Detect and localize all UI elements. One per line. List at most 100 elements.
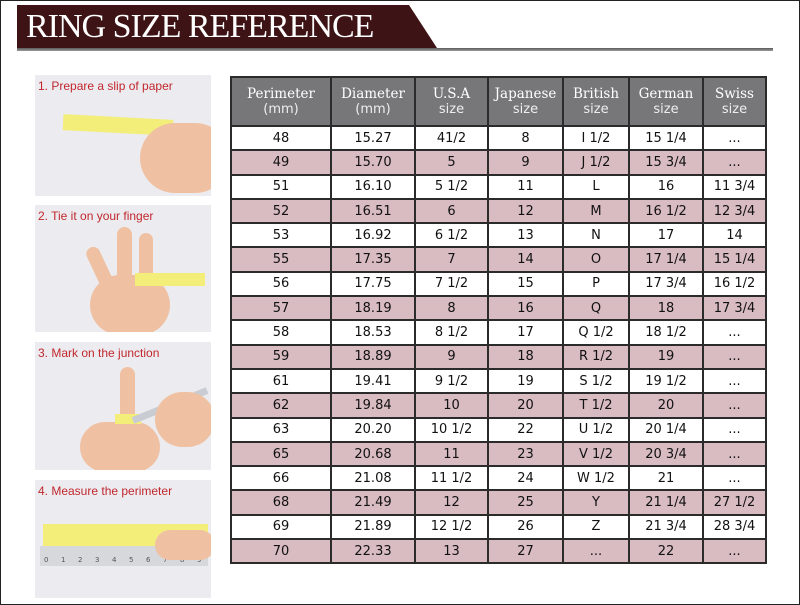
table-row: 56 17.75 7 1/2 15 P 17 3/4 16 1/2 bbox=[230, 270, 767, 298]
table-cell: 18.53 bbox=[330, 319, 416, 346]
table-cell: 27 bbox=[487, 538, 564, 565]
step-label: 3. Mark on the junction bbox=[38, 346, 160, 360]
table-cell: 18.89 bbox=[330, 343, 416, 370]
table-cell: 16.51 bbox=[330, 197, 416, 225]
table-cell: 9 1/2 bbox=[414, 367, 489, 395]
table-cell: 27 1/2 bbox=[702, 489, 767, 516]
ruler-tick-label: 5 bbox=[129, 556, 134, 564]
table-row: 51 16.10 5 1/2 11 L 16 11 3/4 bbox=[230, 173, 767, 200]
table-cell: 70 bbox=[230, 538, 332, 565]
table-cell: 69 bbox=[230, 513, 332, 541]
paper-ring-illustration bbox=[115, 414, 141, 424]
table-cell: 66 bbox=[230, 465, 332, 492]
finger-illustration bbox=[117, 227, 132, 287]
table-cell: T 1/2 bbox=[562, 392, 630, 419]
table-cell: 18.19 bbox=[330, 295, 416, 322]
step-label: 2. Tie it on your finger bbox=[38, 209, 154, 223]
table-cell: W 1/2 bbox=[562, 465, 630, 492]
finger-illustration bbox=[155, 530, 211, 560]
table-cell: 20 3/4 bbox=[628, 440, 704, 468]
table-cell: 21.49 bbox=[330, 489, 416, 516]
table-cell: N bbox=[562, 222, 630, 249]
table-cell: 63 bbox=[230, 416, 332, 443]
table-cell: M bbox=[562, 197, 630, 225]
table-cell: ... bbox=[702, 124, 767, 152]
ruler-tick-label: 9 bbox=[197, 556, 202, 564]
table-cell: ... bbox=[562, 538, 630, 565]
table-cell: 13 bbox=[487, 222, 564, 249]
table-cell: L bbox=[562, 173, 630, 200]
table-cell: 58 bbox=[230, 319, 332, 346]
table-cell: 17.75 bbox=[330, 270, 416, 298]
table-cell: 12 3/4 bbox=[702, 197, 767, 225]
table-cell: 6 bbox=[414, 197, 489, 225]
ruler-tick-label: 3 bbox=[95, 556, 100, 564]
ruler-tick-label: 7 bbox=[163, 556, 168, 564]
table-cell: 18 bbox=[487, 343, 564, 370]
column-header: British size bbox=[562, 76, 630, 127]
table-cell: 12 bbox=[487, 197, 564, 225]
column-header: Perimeter (mm) bbox=[230, 76, 332, 127]
table-cell: 59 bbox=[230, 343, 332, 370]
column-header-unit: size bbox=[721, 101, 748, 117]
table-cell: V 1/2 bbox=[562, 440, 630, 468]
table-cell: 16 bbox=[628, 173, 704, 200]
table-cell: 16.10 bbox=[330, 173, 416, 200]
table-cell: ... bbox=[702, 392, 767, 419]
table-cell: 19 bbox=[487, 367, 564, 395]
table-cell: 20.68 bbox=[330, 440, 416, 468]
ring-size-table: Perimeter (mm) Diameter (mm) U.S.A size Japane… bbox=[230, 76, 767, 565]
column-header-unit: (mm) bbox=[355, 101, 391, 117]
table-cell: ... bbox=[702, 465, 767, 492]
table-cell: 17 bbox=[628, 222, 704, 249]
table-cell: 20.20 bbox=[330, 416, 416, 443]
table-row: 59 18.89 9 18 R 1/2 19... bbox=[230, 343, 767, 370]
table-cell: 8 bbox=[487, 124, 564, 152]
table-row: 52 16.51 6 12 M 16 1/2 12 3/4 bbox=[230, 197, 767, 225]
column-header: U.S.A size bbox=[414, 76, 489, 127]
table-cell: 53 bbox=[230, 222, 332, 249]
table-cell: 56 bbox=[230, 270, 332, 298]
table-cell: 24 bbox=[487, 465, 564, 492]
column-header: Swiss size bbox=[702, 76, 767, 127]
table-cell: 17 3/4 bbox=[628, 270, 704, 298]
table-cell: J 1/2 bbox=[562, 149, 630, 176]
table-cell: 19 bbox=[628, 343, 704, 370]
table-row: 55 17.35 7 14 O 17 1/4 15 1/4 bbox=[230, 246, 767, 273]
table-cell: I 1/2 bbox=[562, 124, 630, 152]
table-cell: 20 bbox=[628, 392, 704, 419]
table-cell: 21 bbox=[628, 465, 704, 492]
column-header-unit: size bbox=[512, 101, 539, 117]
table-cell: Q 1/2 bbox=[562, 319, 630, 346]
table-row: 68 21.49 12 25 Y 21 1/4 27 1/2 bbox=[230, 489, 767, 516]
table-row: 57 18.19 8 16 Q 18 17 3/4 bbox=[230, 295, 767, 322]
table-cell: 17 3/4 bbox=[702, 295, 767, 322]
table-cell: 65 bbox=[230, 440, 332, 468]
step-label: 4. Measure the perimeter bbox=[38, 484, 173, 498]
table-cell: 21 3/4 bbox=[628, 513, 704, 541]
table-cell: 19.41 bbox=[330, 367, 416, 395]
table-cell: ... bbox=[702, 367, 767, 395]
table-cell: 57 bbox=[230, 295, 332, 322]
table-cell: 62 bbox=[230, 392, 332, 419]
table-cell: 21 1/4 bbox=[628, 489, 704, 516]
table-cell: 10 bbox=[414, 392, 489, 419]
table-cell: ... bbox=[702, 343, 767, 370]
column-header: Diameter (mm) bbox=[330, 76, 416, 127]
table-cell: P bbox=[562, 270, 630, 298]
column-header-title: Swiss bbox=[715, 85, 754, 102]
table-cell: 16 bbox=[487, 295, 564, 322]
step-panel-4: 4. Measure the perimeter 0 1 2 3 4 5 6 7 8 9 bbox=[35, 480, 211, 598]
table-cell: 14 bbox=[702, 222, 767, 249]
table-cell: U 1/2 bbox=[562, 416, 630, 443]
table-cell: 8 1/2 bbox=[414, 319, 489, 346]
table-cell: Q bbox=[562, 295, 630, 322]
ruler-tick-label: 4 bbox=[112, 556, 117, 564]
table-cell: S 1/2 bbox=[562, 367, 630, 395]
column-header-title: Perimeter bbox=[247, 85, 315, 102]
table-cell: 14 bbox=[487, 246, 564, 273]
table-cell: 41/2 bbox=[414, 124, 489, 152]
table-cell: 21.89 bbox=[330, 513, 416, 541]
table-cell: 48 bbox=[230, 124, 332, 152]
table-cell: 28 3/4 bbox=[702, 513, 767, 541]
